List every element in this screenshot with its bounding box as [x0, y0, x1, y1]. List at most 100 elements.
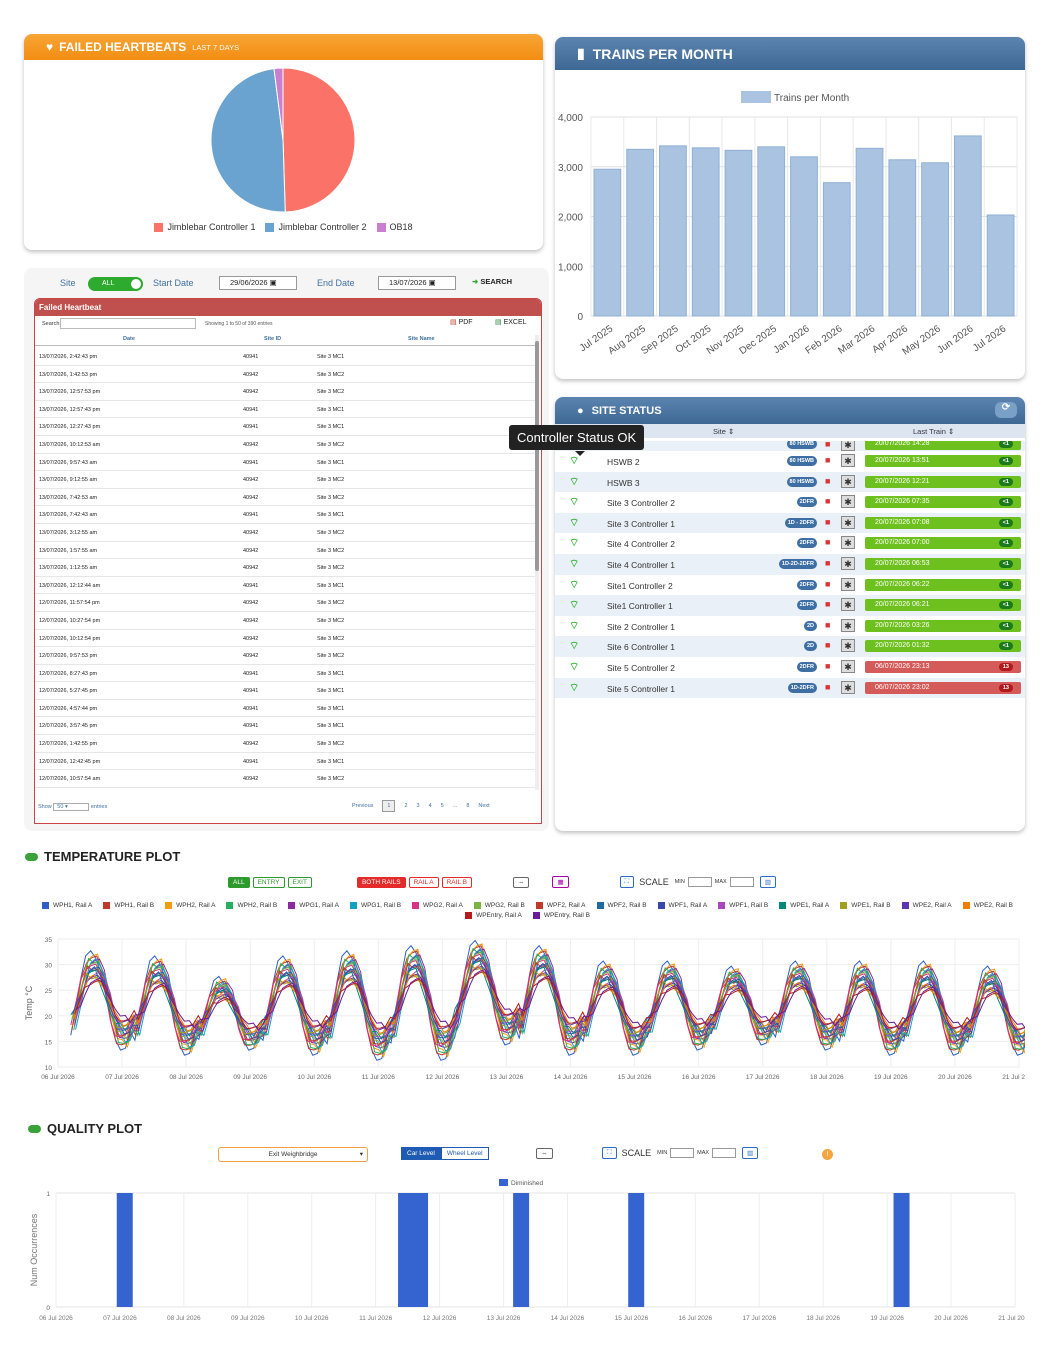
table-scrollbar[interactable]	[535, 335, 539, 790]
fullscreen-icon[interactable]: ⛶	[619, 876, 635, 888]
fullscreen-icon[interactable]: ⛶	[602, 1147, 617, 1159]
gear-icon[interactable]: ✱	[841, 659, 855, 673]
truck-alert-icon[interactable]: ■	[825, 578, 831, 589]
gear-icon[interactable]: ✱	[841, 495, 855, 509]
table-row[interactable]: 12/07/2026, 3:57:45 pm 40941 Site 3 MC1	[35, 717, 535, 736]
truck-alert-icon[interactable]: ■	[825, 496, 831, 507]
table-row[interactable]: 12/07/2026, 4:57:44 pm 40941 Site 3 MC1	[35, 700, 535, 718]
table-row[interactable]: 13/07/2026, 10:12:53 am 40942 Site 3 MC2	[35, 436, 535, 454]
site-status-row[interactable]: ⌔ Site 4 Controller 1 1D-2D-2DFR ■ ✱ 20/07/20…	[555, 553, 1025, 575]
table-row[interactable]: 12/07/2026, 11:57:54 pm 40942 Site 3 MC2	[35, 594, 535, 612]
image-icon[interactable]: ▦	[552, 876, 569, 888]
truck-alert-icon[interactable]: ■	[825, 640, 831, 651]
table-row[interactable]: 13/07/2026, 12:12:44 am 40941 Site 3 MC1	[35, 577, 535, 595]
site-status-row[interactable]: ⌔ HSWB 3 80 HSWB ■ ✱ 20/07/2026 12:21 <1	[555, 471, 1025, 493]
chart-icon[interactable]: ▥	[759, 876, 776, 888]
table-row[interactable]: 12/07/2026, 8:27:43 pm 40941 Site 3 MC1	[35, 665, 535, 683]
expand-icon[interactable]: ⇔	[536, 1148, 553, 1159]
site-status-row[interactable]: ⌔ Site 5 Controller 1 1D-2DFR ■ ✱ 06/07/2026 …	[555, 677, 1025, 699]
scale-max-input[interactable]	[712, 1148, 737, 1158]
rail-b-button[interactable]: RAIL B	[441, 876, 472, 888]
table-search-input[interactable]	[60, 318, 196, 329]
truck-alert-icon[interactable]: ■	[825, 455, 831, 465]
truck-alert-icon[interactable]: ■	[825, 619, 831, 630]
refresh-icon[interactable]: ⟳	[995, 402, 1017, 418]
table-row[interactable]: 13/07/2026, 2:42:43 pm 40941 Site 3 MC1	[35, 348, 535, 366]
page-button[interactable]: Previous	[352, 803, 374, 809]
table-row[interactable]: 12/07/2026, 10:12:54 pm 40942 Site 3 MC2	[35, 630, 535, 648]
rail-a-button[interactable]: RAIL A	[408, 876, 439, 888]
table-row[interactable]: 12/07/2026, 5:27:45 pm 40941 Site 3 MC1	[35, 682, 535, 700]
table-row[interactable]: 13/07/2026, 12:27:43 pm 40941 Site 3 MC1	[35, 418, 535, 436]
show-select[interactable]: 50 ▾	[53, 803, 90, 811]
expand-icon[interactable]: ⇔	[512, 876, 530, 888]
site-all-toggle[interactable]: ALL	[88, 277, 143, 291]
page-button[interactable]: 5	[440, 803, 444, 809]
end-date-input[interactable]: 13/07/2026 ▣	[378, 276, 456, 290]
site-status-row[interactable]: ⌔ Site 6 Controller 1 2D ■ ✱ 20/07/2026 01:32…	[555, 636, 1025, 657]
excel-button[interactable]: ▤ EXCEL	[495, 318, 527, 326]
table-row[interactable]: 12/07/2026, 10:27:54 pm 40942 Site 3 MC2	[35, 612, 535, 630]
weighbridge-select[interactable]: Exit Weighbridge ▾	[218, 1147, 368, 1162]
gear-icon[interactable]: ✱	[841, 618, 855, 632]
truck-alert-icon[interactable]: ■	[825, 681, 831, 692]
truck-alert-icon[interactable]: ■	[825, 475, 831, 486]
gear-icon[interactable]: ✱	[841, 680, 855, 694]
site-status-row[interactable]: ⌔ Site1 Controller 2 2DFR ■ ✱ 20/07/2026 06:2…	[555, 574, 1025, 596]
truck-alert-icon[interactable]: ■	[825, 516, 831, 527]
table-row[interactable]: 13/07/2026, 1:12:55 am 40942 Site 3 MC2	[35, 559, 535, 577]
site-status-row[interactable]: ⌔ Site 3 Controller 1 1D - 2DFR ■ ✱ 20/07/202…	[555, 512, 1025, 534]
toggle-dot-icon[interactable]	[25, 852, 38, 861]
site-status-row[interactable]: ⌔ Site 3 Controller 2 2DFR ■ ✱ 20/07/2026 07:…	[555, 492, 1025, 513]
col-site[interactable]: Site ⇕	[713, 427, 735, 436]
table-row[interactable]: 13/07/2026, 1:42:53 pm 40942 Site 3 MC2	[35, 366, 535, 384]
truck-alert-icon[interactable]: ■	[825, 441, 831, 449]
page-button[interactable]: Next	[478, 803, 490, 809]
gear-icon[interactable]: ✱	[841, 454, 855, 467]
pdf-button[interactable]: ▤ PDF	[450, 318, 473, 326]
entry-button[interactable]: ENTRY	[252, 876, 285, 888]
gear-icon[interactable]: ✱	[841, 515, 855, 529]
gear-icon[interactable]: ✱	[841, 474, 855, 488]
table-row[interactable]: 13/07/2026, 3:12:55 am 40942 Site 3 MC2	[35, 524, 535, 542]
page-button[interactable]: 4	[428, 803, 432, 809]
page-button[interactable]: 2	[404, 803, 408, 809]
table-row[interactable]: 12/07/2026, 9:57:53 pm 40942 Site 3 MC2	[35, 647, 535, 665]
chart-icon[interactable]: ▥	[742, 1147, 759, 1159]
site-status-row[interactable]: ⌔ Site 2 Controller 1 2D ■ ✱ 20/07/2026 03:26…	[555, 615, 1025, 637]
wheel-level-button[interactable]: Wheel Level	[440, 1147, 489, 1160]
truck-alert-icon[interactable]: ■	[825, 599, 831, 610]
col-site-id[interactable]: Site ID	[264, 336, 282, 342]
info-icon[interactable]: !	[822, 1149, 833, 1160]
scale-min-input[interactable]	[670, 1148, 695, 1158]
table-row[interactable]: 12/07/2026, 10:57:54 am 40942 Site 3 MC2	[35, 770, 535, 788]
table-row[interactable]: 13/07/2026, 9:12:55 am 40942 Site 3 MC2	[35, 471, 535, 489]
table-row[interactable]: 13/07/2026, 7:42:53 am 40942 Site 3 MC2	[35, 489, 535, 507]
car-level-button[interactable]: Car Level	[401, 1147, 441, 1160]
gear-icon[interactable]: ✱	[841, 577, 855, 591]
gear-icon[interactable]: ✱	[841, 441, 855, 451]
table-row[interactable]: 13/07/2026, 12:57:43 pm 40941 Site 3 MC1	[35, 401, 535, 419]
site-status-row[interactable]: ⌔ Site1 Controller 1 2DFR ■ ✱ 20/07/2026 06:2…	[555, 595, 1025, 616]
table-row[interactable]: 12/07/2026, 12:42:45 pm 40941 Site 3 MC1	[35, 753, 535, 771]
scale-min-input[interactable]	[687, 877, 712, 887]
truck-alert-icon[interactable]: ■	[825, 537, 831, 548]
table-row[interactable]: 13/07/2026, 1:57:55 am 40942 Site 3 MC2	[35, 542, 535, 560]
gear-icon[interactable]: ✱	[841, 639, 855, 653]
start-date-input[interactable]: 29/06/2026 ▣	[219, 276, 297, 290]
page-button[interactable]: 8	[466, 803, 470, 809]
gear-icon[interactable]: ✱	[841, 598, 855, 612]
table-row[interactable]: 13/07/2026, 7:42:43 am 40941 Site 3 MC1	[35, 506, 535, 524]
scale-max-input[interactable]	[729, 877, 754, 887]
page-button[interactable]: 3	[416, 803, 420, 809]
col-site-name[interactable]: Site Name	[408, 336, 435, 342]
col-date[interactable]: Date	[123, 336, 135, 342]
table-row[interactable]: 12/07/2026, 1:42:55 pm 40942 Site 3 MC2	[35, 735, 535, 753]
search-button[interactable]: ➜ SEARCH	[472, 277, 512, 286]
col-last-train[interactable]: Last Train ⇕	[913, 427, 955, 436]
truck-alert-icon[interactable]: ■	[825, 557, 831, 568]
gear-icon[interactable]: ✱	[841, 536, 855, 550]
both-rails-button[interactable]: BOTH RAILS	[356, 876, 406, 888]
table-row[interactable]: 13/07/2026, 12:57:53 pm 40942 Site 3 MC2	[35, 383, 535, 401]
table-row[interactable]: 13/07/2026, 9:57:43 am 40941 Site 3 MC1	[35, 454, 535, 472]
